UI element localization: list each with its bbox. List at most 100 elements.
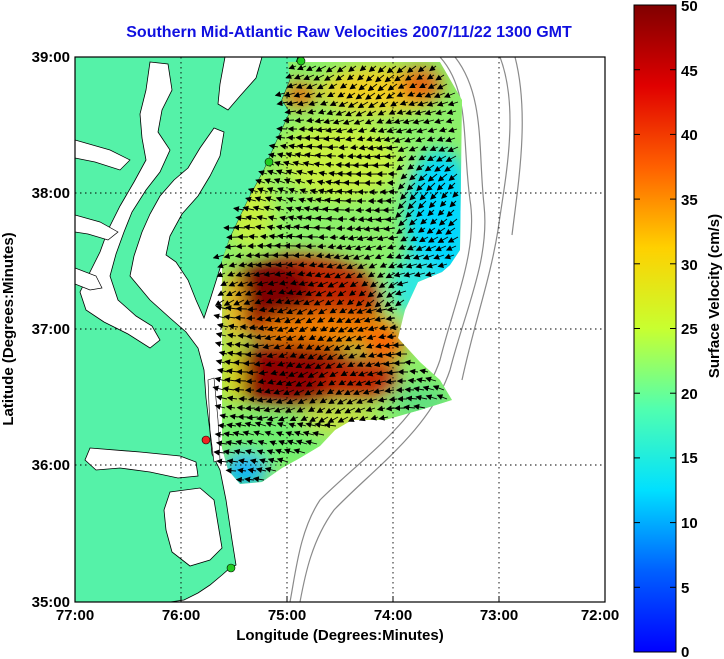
velocity-arrow	[347, 234, 359, 241]
velocity-arrow	[310, 325, 319, 332]
velocity-arrow	[285, 431, 295, 437]
velocity-arrow	[217, 422, 227, 429]
velocity-arrow	[264, 178, 276, 184]
velocity-arrow	[444, 164, 455, 172]
velocity-arrow	[366, 235, 379, 242]
velocity-arrow	[276, 421, 287, 428]
velocity-arrow	[396, 91, 406, 98]
velocity-arrow	[267, 215, 278, 222]
velocity-arrow	[302, 160, 315, 167]
velocity-arrow	[246, 261, 258, 268]
velocity-arrow	[376, 290, 387, 298]
velocity-arrow	[304, 252, 315, 259]
velocity-arrow	[308, 334, 317, 340]
velocity-arrow	[286, 100, 299, 107]
colorbar-tick-label: 5	[681, 580, 689, 597]
velocity-arrow	[295, 108, 307, 115]
velocity-arrow	[375, 244, 387, 251]
velocity-arrow	[303, 224, 316, 231]
velocity-arrow	[388, 396, 398, 403]
velocity-arrow	[256, 396, 268, 403]
velocity-arrow	[366, 334, 377, 340]
velocity-arrow	[295, 289, 307, 296]
velocity-arrow	[419, 368, 429, 375]
velocity-arrow	[286, 398, 298, 405]
velocity-arrow	[404, 74, 415, 81]
velocity-arrow	[293, 252, 305, 259]
y-tick-label: 39:00	[32, 49, 70, 66]
velocity-arrow	[305, 317, 316, 324]
velocity-arrow	[400, 235, 409, 242]
velocity-arrow	[257, 378, 267, 385]
velocity-arrow	[286, 439, 298, 446]
velocity-arrow	[366, 397, 378, 404]
velocity-arrow	[407, 163, 415, 170]
velocity-arrow	[355, 299, 365, 307]
velocity-arrow	[399, 191, 409, 200]
velocity-arrow	[316, 179, 326, 186]
velocity-arrow	[306, 308, 318, 315]
velocity-arrow	[363, 316, 376, 323]
velocity-arrow	[275, 379, 287, 386]
velocity-arrow	[297, 261, 308, 268]
velocity-arrow	[295, 169, 308, 176]
velocity-arrow	[377, 83, 388, 92]
velocity-arrow	[269, 440, 278, 447]
velocity-arrow	[376, 235, 389, 242]
x-tick-label: 74:00	[374, 607, 412, 624]
velocity-arrow	[274, 205, 285, 212]
velocity-arrow	[336, 299, 345, 305]
velocity-arrow	[309, 397, 318, 404]
velocity-arrow	[365, 299, 375, 308]
velocity-arrow	[314, 152, 327, 159]
velocity-arrow	[286, 361, 296, 368]
velocity-arrow	[413, 386, 425, 393]
velocity-arrow	[435, 227, 446, 235]
velocity-arrow	[357, 216, 368, 223]
velocity-arrow	[396, 164, 405, 171]
velocity-arrow	[296, 406, 306, 413]
bathymetry-contours	[289, 57, 523, 602]
bay-tributary-1	[75, 139, 131, 171]
velocity-arrow	[283, 317, 296, 324]
velocity-arrow	[253, 252, 265, 259]
velocity-arrow	[445, 117, 455, 124]
velocity-arrow	[320, 325, 329, 332]
velocity-arrow	[422, 118, 435, 125]
velocity-arrow	[403, 404, 416, 411]
velocity-arrow	[223, 253, 235, 259]
velocity-arrow	[393, 271, 406, 278]
velocity-arrow	[367, 290, 377, 298]
velocity-arrow	[267, 306, 278, 313]
velocity-arrow	[295, 83, 308, 89]
velocity-arrow	[434, 164, 445, 172]
velocity-arrow	[346, 398, 358, 405]
velocity-arrow	[244, 405, 256, 412]
velocity-arrow	[317, 243, 327, 250]
velocity-arrow	[436, 182, 446, 191]
station-marker	[201, 435, 211, 445]
velocity-arrow	[255, 467, 267, 473]
velocity-arrow	[336, 65, 347, 73]
velocity-arrow	[324, 422, 337, 429]
velocity-arrow	[355, 110, 367, 117]
velocity-arrow	[327, 416, 339, 423]
velocity-arrow	[324, 74, 335, 81]
velocity-arrow	[337, 290, 347, 297]
velocity-arrow	[358, 415, 369, 422]
velocity-arrow	[427, 127, 438, 134]
velocity-arrow	[437, 262, 448, 268]
velocity-arrow	[404, 386, 415, 393]
velocity-arrow	[354, 225, 366, 232]
velocity-arrow	[329, 100, 339, 107]
velocity-arrow	[338, 101, 349, 107]
velocity-arrow	[276, 152, 287, 159]
velocity-arrow	[242, 430, 255, 437]
velocity-arrow	[326, 262, 338, 269]
velocity-arrow	[338, 379, 347, 386]
velocity-arrow	[282, 160, 295, 167]
velocity-arrow	[386, 333, 397, 340]
velocity-arrow	[225, 305, 238, 312]
velocity-arrow	[356, 272, 366, 278]
velocity-arrow	[426, 73, 435, 80]
